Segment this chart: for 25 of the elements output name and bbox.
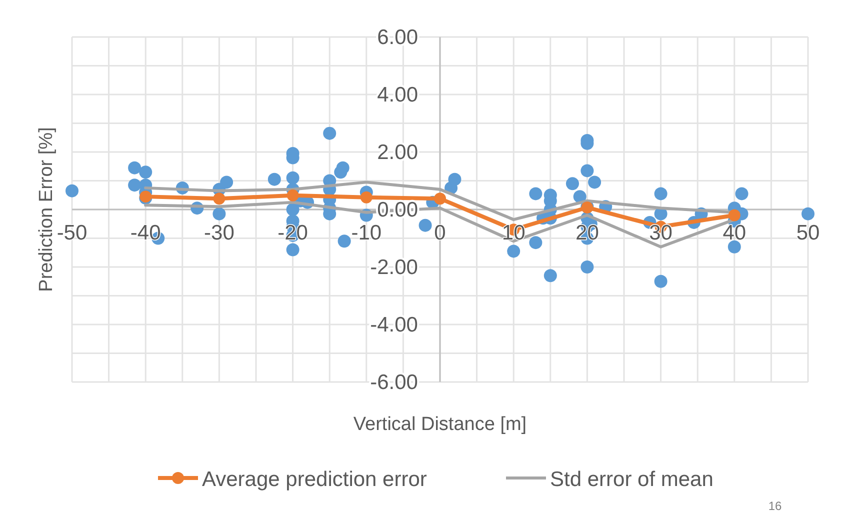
legend-label: Std error of mean (550, 468, 714, 491)
legend-label: Average prediction error (202, 468, 427, 491)
x-tick-label: -10 (351, 222, 382, 244)
y-tick-label: -2.00 (370, 256, 418, 279)
x-tick-label: 50 (796, 222, 820, 244)
x-tick-label: 0 (434, 222, 446, 244)
x-tick-label: -40 (130, 222, 161, 244)
y-tick-label: -6.00 (370, 371, 418, 394)
x-tick-label: 40 (722, 222, 746, 244)
x-tick-label: -50 (56, 222, 88, 244)
point (360, 191, 372, 204)
x-tick-label: -30 (204, 222, 234, 244)
y-tick-label: 2.00 (377, 141, 418, 164)
x-axis-title: Vertical Distance [m] (353, 414, 527, 435)
y-tick-label: 4.00 (377, 84, 418, 106)
y-tick-label: 0.00 (377, 198, 418, 222)
x-tick-label: 30 (649, 222, 672, 244)
y-axis-title: Prediction Error [%] (36, 127, 57, 292)
text: 16 (768, 499, 782, 513)
point (434, 192, 446, 205)
point (213, 192, 226, 205)
y-tick-label: -4.00 (370, 314, 418, 336)
y-tick-label: 6.00 (377, 26, 418, 49)
point (286, 189, 299, 202)
point (728, 209, 740, 222)
